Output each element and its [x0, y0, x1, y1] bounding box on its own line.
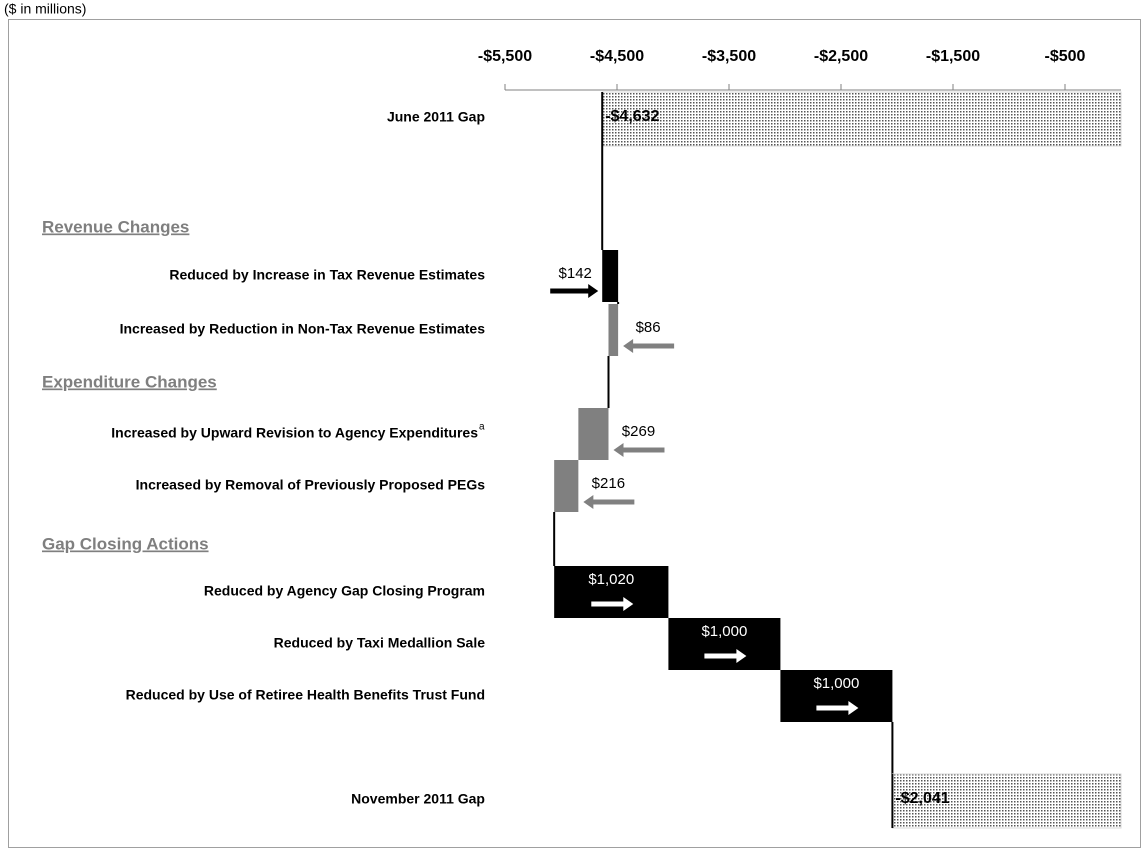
x-tick-label: -$3,500	[702, 48, 756, 65]
arrow	[704, 649, 747, 663]
category-label: Increased by Reduction in Non-Tax Revenu…	[120, 321, 486, 337]
change-bar	[668, 618, 781, 670]
arrow	[550, 284, 599, 298]
x-tick-label: -$2,500	[814, 48, 868, 65]
x-tick-label: -$500	[1045, 48, 1086, 65]
arrow	[623, 339, 675, 353]
x-tick-label: -$5,500	[478, 48, 532, 65]
section-title: Revenue Changes	[42, 217, 189, 236]
value-label: $86	[636, 319, 661, 336]
plot-frame	[8, 19, 1141, 848]
category-label: Increased by Removal of Previously Propo…	[136, 477, 486, 493]
arrow	[816, 701, 859, 715]
category-label: Reduced by Taxi Medallion Sale	[274, 635, 486, 651]
change-bar	[602, 250, 619, 302]
value-label: $1,020	[588, 571, 634, 588]
category-label: Reduced by Increase in Tax Revenue Estim…	[169, 267, 485, 283]
arrow	[591, 597, 634, 611]
arrow	[613, 443, 665, 457]
section-title: Gap Closing Actions	[42, 534, 209, 553]
value-label: $216	[592, 475, 625, 492]
category-label: November 2011 Gap	[351, 791, 485, 807]
change-bar	[608, 304, 619, 356]
arrow	[583, 495, 635, 509]
category-note: a	[479, 422, 485, 433]
subtitle: ($ in millions)	[4, 1, 86, 17]
value-label: $1,000	[701, 623, 747, 640]
change-bar	[780, 670, 893, 722]
change-bar	[554, 460, 579, 512]
total-bar	[891, 773, 1122, 829]
value-label: -$4,632	[605, 108, 659, 125]
value-label: -$2,041	[895, 790, 949, 807]
x-tick-label: -$1,500	[926, 48, 980, 65]
change-bar	[578, 408, 609, 460]
x-tick-label: -$4,500	[590, 48, 644, 65]
value-label: $1,000	[813, 675, 859, 692]
value-label: $142	[559, 265, 592, 282]
total-bar	[601, 91, 1122, 147]
category-label: June 2011 Gap	[387, 109, 485, 125]
value-label: $269	[622, 423, 655, 440]
category-label: Increased by Upward Revision to Agency E…	[111, 425, 478, 441]
section-title: Expenditure Changes	[42, 372, 217, 391]
category-label: Reduced by Agency Gap Closing Program	[204, 583, 485, 599]
change-bar	[554, 566, 669, 618]
category-label: Reduced by Use of Retiree Health Benefit…	[126, 687, 485, 703]
